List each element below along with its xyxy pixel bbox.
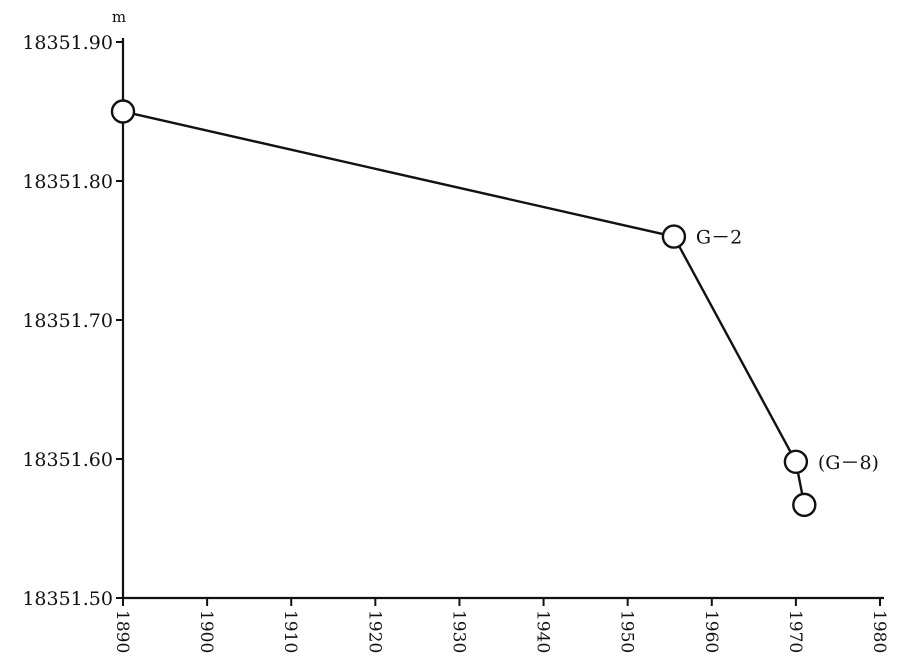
point-annotation: G－2: [696, 227, 742, 249]
y-axis-ticks: 18351.50 18351.60 18351.70 18351.80 18351.90: [22, 32, 123, 610]
data-series: [110, 99, 817, 518]
x-tick-label: 1960: [701, 610, 721, 653]
x-tick-label: 1930: [448, 610, 468, 653]
x-tick-label: 1970: [785, 610, 805, 653]
y-tick-label: 18351.80: [22, 171, 113, 193]
point-annotation: (G－8): [818, 452, 879, 474]
x-tick-label: 1890: [112, 610, 132, 653]
x-tick-label: 1910: [280, 610, 300, 653]
x-tick-label: 1980: [869, 610, 889, 653]
y-tick-label: 18351.70: [22, 310, 113, 332]
y-tick-label: 18351.50: [22, 588, 113, 610]
x-tick-label: 1920: [364, 610, 384, 653]
x-tick-label: 1940: [533, 610, 553, 653]
y-axis-unit-label: m: [112, 8, 126, 26]
data-point: [661, 224, 687, 249]
data-point: [110, 99, 136, 124]
data-point: [792, 492, 817, 518]
x-tick-label: 1950: [617, 610, 637, 653]
axes: [121, 38, 884, 600]
data-point: [783, 449, 809, 474]
x-tick-label: 1900: [196, 610, 216, 653]
y-tick-label: 18351.90: [22, 32, 113, 54]
y-tick-label: 18351.60: [22, 449, 113, 471]
annotations: G－2 (G－8): [696, 227, 879, 474]
x-axis-ticks: 1890 1900 1910 1920 1930 1940 1950 1960 1970 1980: [112, 598, 889, 653]
series-line: [122, 110, 806, 506]
